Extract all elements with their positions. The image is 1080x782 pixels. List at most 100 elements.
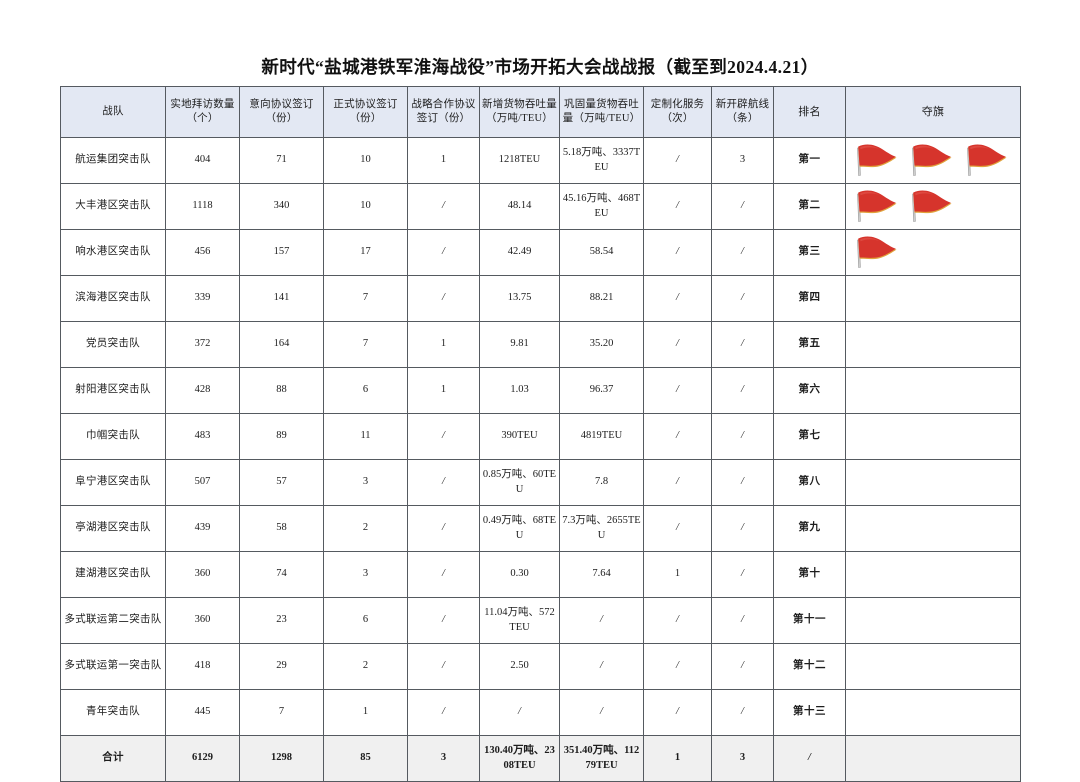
cell-custom-service: / <box>643 321 712 368</box>
report-table-container: 战队 实地拜访数量（个） 意向协议签订（份） 正式协议签订（份） 战略合作协议签… <box>60 86 1021 782</box>
cell-visits: 6129 <box>165 735 240 782</box>
column-header-formal: 正式协议签订（份） <box>323 86 408 138</box>
cell-new-throughput: 2.50 <box>479 643 560 690</box>
column-header-visits: 实地拜访数量（个） <box>165 86 240 138</box>
cell-team: 阜宁港区突击队 <box>60 459 166 506</box>
cell-formal: 6 <box>323 367 408 414</box>
cell-new-routes: / <box>711 229 774 276</box>
cell-rank: 第六 <box>773 367 846 414</box>
cell-visits: 339 <box>165 275 240 322</box>
header-row: 战队 实地拜访数量（个） 意向协议签订（份） 正式协议签订（份） 战略合作协议签… <box>60 86 1021 138</box>
cell-intent: 23 <box>239 597 324 644</box>
flag-group <box>848 620 1018 621</box>
cell-team: 亭湖港区突击队 <box>60 505 166 552</box>
cell-flags <box>845 597 1021 644</box>
cell-strategic: / <box>407 413 480 460</box>
cell-team: 党员突击队 <box>60 321 166 368</box>
cell-flags <box>845 275 1021 322</box>
cell-flags <box>845 229 1021 276</box>
cell-new-throughput: 0.49万吨、68TEU <box>479 505 560 552</box>
cell-intent: 164 <box>239 321 324 368</box>
cell-formal: 2 <box>323 643 408 690</box>
cell-flags <box>845 735 1021 782</box>
cell-visits: 360 <box>165 597 240 644</box>
cell-consolidated-throughput: 4819TEU <box>559 413 644 460</box>
cell-intent: 7 <box>239 689 324 736</box>
cell-formal: 1 <box>323 689 408 736</box>
cell-team: 射阳港区突击队 <box>60 367 166 414</box>
cell-intent: 74 <box>239 551 324 598</box>
cell-rank: 第五 <box>773 321 846 368</box>
cell-consolidated-throughput: / <box>559 643 644 690</box>
cell-flags <box>845 321 1021 368</box>
cell-rank: 第十二 <box>773 643 846 690</box>
cell-visits: 360 <box>165 551 240 598</box>
cell-new-throughput: 1.03 <box>479 367 560 414</box>
flag-group <box>848 142 1018 180</box>
cell-visits: 428 <box>165 367 240 414</box>
cell-visits: 456 <box>165 229 240 276</box>
cell-strategic: 1 <box>407 367 480 414</box>
cell-custom-service: / <box>643 275 712 322</box>
cell-custom-service: / <box>643 229 712 276</box>
cell-formal: 11 <box>323 413 408 460</box>
cell-team: 建湖港区突击队 <box>60 551 166 598</box>
cell-team: 滨海港区突击队 <box>60 275 166 322</box>
cell-strategic: 1 <box>407 321 480 368</box>
cell-strategic: / <box>407 275 480 322</box>
cell-rank: 第四 <box>773 275 846 322</box>
cell-new-routes: / <box>711 505 774 552</box>
cell-custom-service: 1 <box>643 551 712 598</box>
cell-strategic: / <box>407 643 480 690</box>
cell-new-routes: / <box>711 413 774 460</box>
flag-group <box>848 666 1018 667</box>
table-row: 阜宁港区突击队 507 57 3/0.85万吨、60TEU 7.8// 第八 <box>60 459 1021 506</box>
cell-consolidated-throughput: / <box>559 689 644 736</box>
cell-flags <box>845 413 1021 460</box>
cell-new-throughput: 48.14 <box>479 183 560 230</box>
red-flag-icon <box>848 234 900 272</box>
cell-strategic: / <box>407 505 480 552</box>
cell-team: 响水港区突击队 <box>60 229 166 276</box>
cell-new-routes: / <box>711 597 774 644</box>
flag-group <box>848 758 1018 759</box>
cell-intent: 157 <box>239 229 324 276</box>
cell-strategic: / <box>407 689 480 736</box>
red-flag-icon <box>848 188 900 226</box>
cell-visits: 1118 <box>165 183 240 230</box>
cell-custom-service: / <box>643 183 712 230</box>
cell-new-throughput: 0.85万吨、60TEU <box>479 459 560 506</box>
cell-team: 青年突击队 <box>60 689 166 736</box>
cell-new-routes: / <box>711 551 774 598</box>
flag-group <box>848 234 1018 272</box>
flag-group <box>848 574 1018 575</box>
cell-team: 大丰港区突击队 <box>60 183 166 230</box>
table-header: 战队 实地拜访数量（个） 意向协议签订（份） 正式协议签订（份） 战略合作协议签… <box>60 86 1021 138</box>
cell-team: 多式联运第一突击队 <box>60 643 166 690</box>
table-row: 射阳港区突击队 428 88 6 1 1.03 96.37// 第六 <box>60 367 1021 414</box>
cell-strategic: / <box>407 229 480 276</box>
table-row: 建湖港区突击队 360 74 3/0.30 7.64 1/第十 <box>60 551 1021 598</box>
cell-strategic: / <box>407 183 480 230</box>
cell-visits: 483 <box>165 413 240 460</box>
page-title: 新时代“盐城港铁军淮海战役”市场开拓大会战战报（截至到2024.4.21） <box>261 57 819 77</box>
cell-flags <box>845 643 1021 690</box>
cell-custom-service: / <box>643 459 712 506</box>
cell-consolidated-throughput: 45.16万吨、468TEU <box>559 183 644 230</box>
table-row: 巾帼突击队 483 89 11/390TEU 4819TEU / / 第七 <box>60 413 1021 460</box>
cell-new-throughput: 11.04万吨、572TEU <box>479 597 560 644</box>
cell-custom-service: / <box>643 413 712 460</box>
cell-flags <box>845 551 1021 598</box>
cell-consolidated-throughput: 35.20 <box>559 321 644 368</box>
flag-group <box>848 188 1018 226</box>
cell-new-throughput: 1218TEU <box>479 137 560 184</box>
cell-visits: 372 <box>165 321 240 368</box>
cell-rank: 第十一 <box>773 597 846 644</box>
cell-consolidated-throughput: 7.8 <box>559 459 644 506</box>
flag-group <box>848 390 1018 391</box>
cell-consolidated-throughput: 351.40万吨、11279TEU <box>559 735 644 782</box>
cell-consolidated-throughput: 5.18万吨、3337TEU <box>559 137 644 184</box>
cell-formal: 6 <box>323 597 408 644</box>
cell-rank: 第七 <box>773 413 846 460</box>
cell-rank: 第八 <box>773 459 846 506</box>
